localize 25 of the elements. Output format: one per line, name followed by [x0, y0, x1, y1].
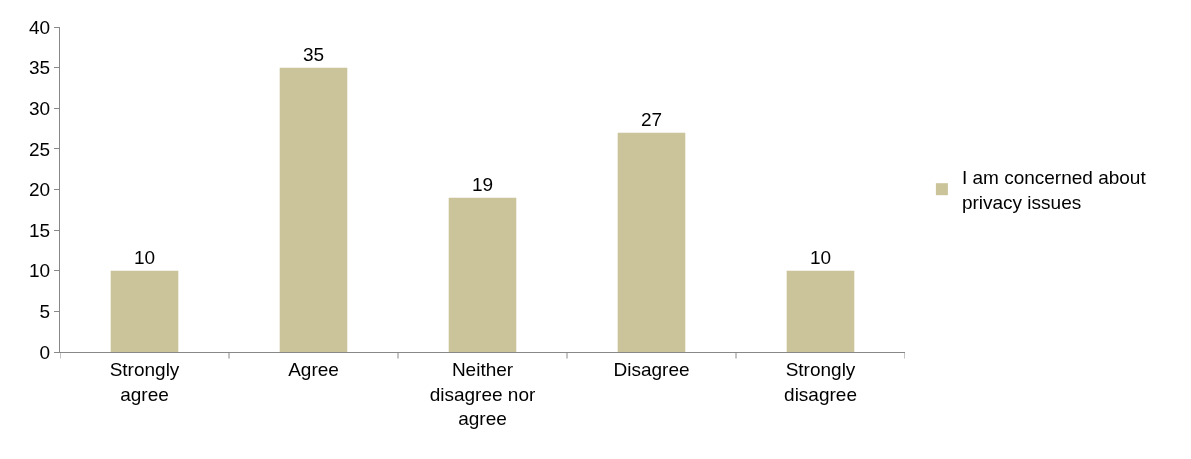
data-label: 35	[302, 43, 325, 65]
data-label: 27	[640, 108, 663, 130]
y-tick-label: 25	[29, 138, 51, 160]
y-tick-label: 15	[29, 219, 51, 241]
y-tick-label: 20	[29, 179, 51, 201]
y-tick-label: 0	[39, 341, 51, 363]
data-label: 10	[133, 246, 156, 268]
y-tick-label: 35	[29, 57, 51, 79]
bar	[110, 270, 179, 352]
data-label: 19	[471, 173, 494, 195]
x-tick-label: Strongly disagree	[784, 358, 857, 405]
bar	[279, 67, 348, 352]
x-tick-label: Agree	[288, 358, 339, 380]
bar	[617, 132, 686, 352]
y-tick-label: 40	[29, 16, 51, 38]
x-tick-label: Disagree	[613, 358, 690, 380]
x-tick-label: Neither disagree nor agree	[429, 358, 536, 430]
legend-label: I am concerned about privacy issues	[961, 167, 1147, 213]
y-tick-label: 5	[39, 301, 51, 323]
data-label: 10	[809, 246, 832, 268]
bar	[786, 270, 855, 352]
y-tick-label: 10	[29, 260, 51, 282]
x-tick-label: Strongly agree	[109, 358, 180, 405]
y-tick-label: 30	[29, 97, 51, 119]
bar	[448, 197, 517, 352]
